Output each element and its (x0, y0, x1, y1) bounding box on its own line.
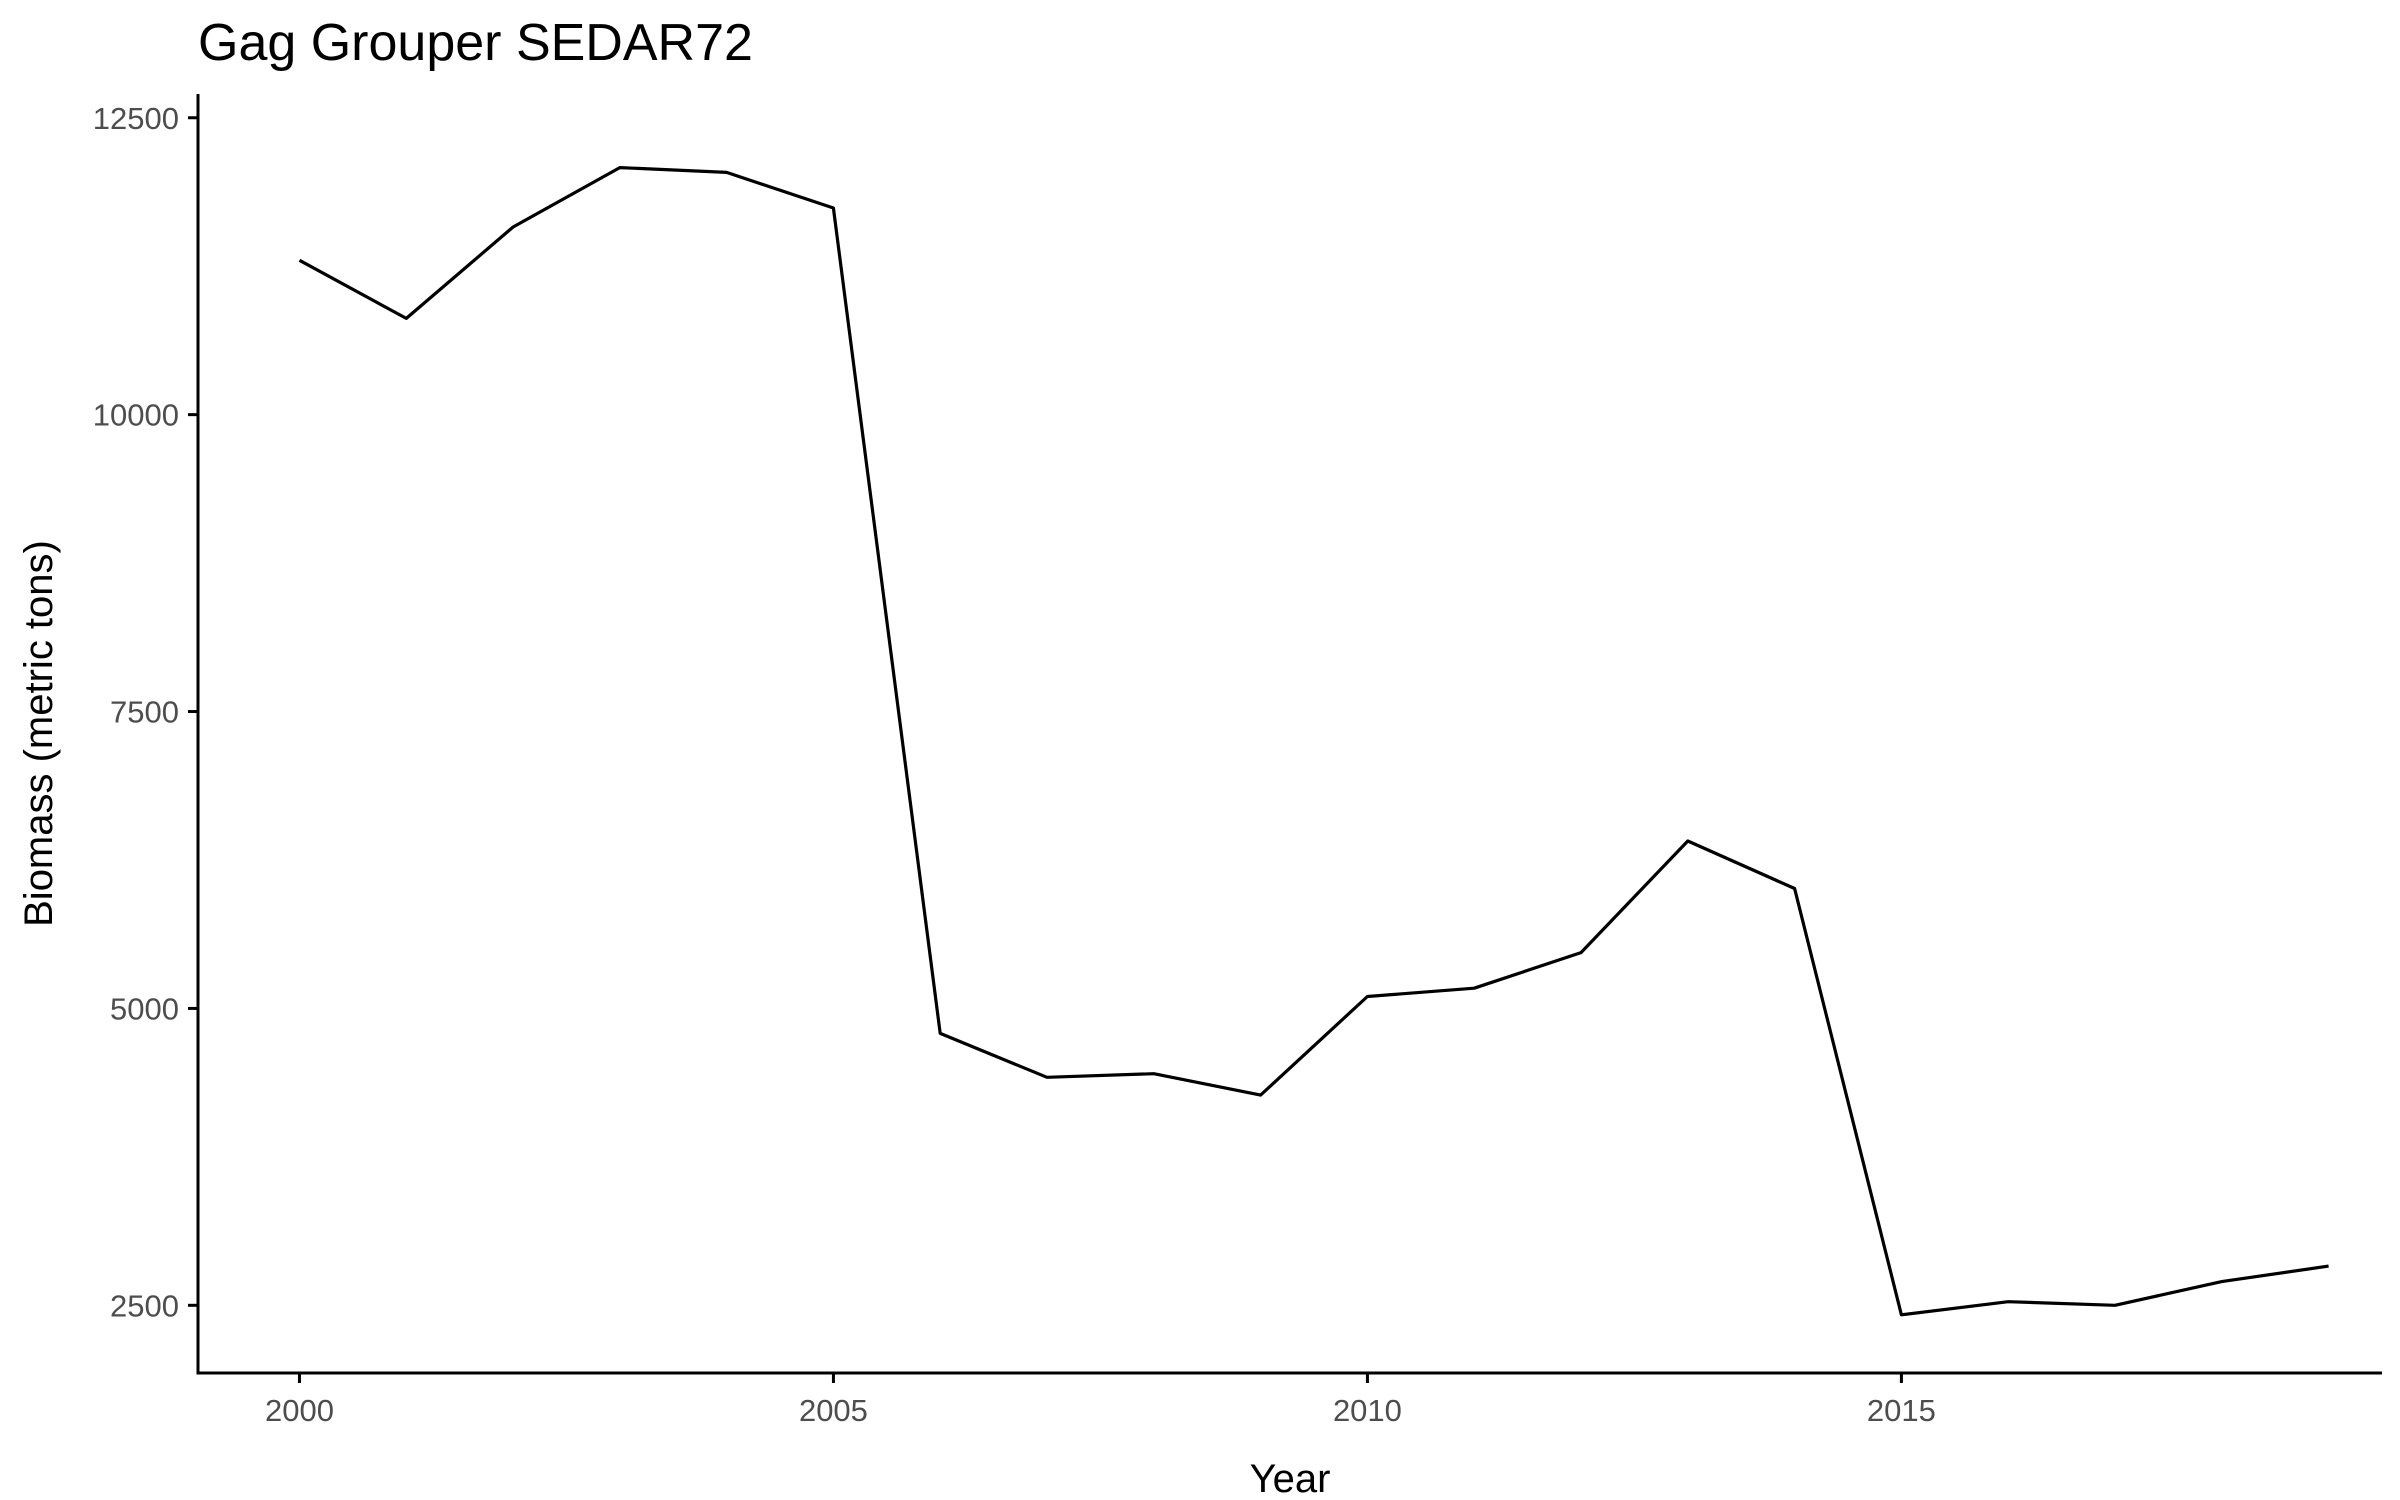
y-tick-label: 5000 (110, 991, 179, 1026)
x-tick-label: 2005 (799, 1393, 868, 1428)
y-tick-label: 10000 (93, 398, 179, 433)
x-tick-label: 2010 (1333, 1393, 1402, 1428)
y-tick-label: 2500 (110, 1288, 179, 1323)
chart-title: Gag Grouper SEDAR72 (198, 14, 753, 72)
biomass-series-line (298, 166, 2329, 1317)
y-tick-label: 7500 (110, 695, 179, 730)
y-axis-title: Biomass (metric tons) (17, 540, 61, 927)
y-tick-label: 12500 (93, 101, 179, 136)
x-axis-title: Year (1250, 1457, 1331, 1500)
x-tick-label: 2015 (1867, 1393, 1936, 1428)
plot-area: 2500 5000 7500 10000 12500 2000 2005 2010 2015 (93, 94, 2382, 1428)
x-tick-label: 2000 (265, 1393, 334, 1428)
